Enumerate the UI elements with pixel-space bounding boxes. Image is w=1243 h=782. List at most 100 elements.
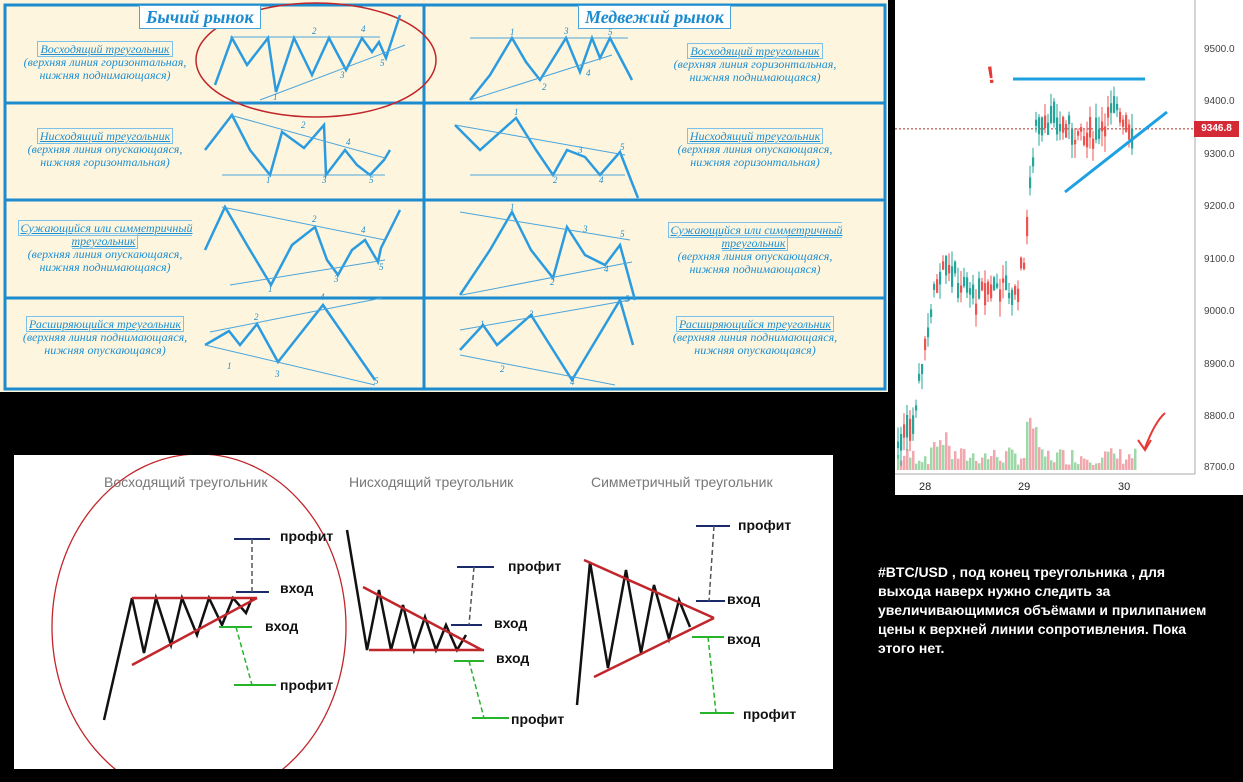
bear-desc-wave-num-3: 3: [577, 145, 583, 155]
candle-body: [1059, 123, 1062, 132]
volume-bar: [1092, 464, 1095, 470]
volume-bar: [948, 445, 951, 470]
candle-body: [906, 414, 909, 438]
volume-bar: [927, 464, 930, 470]
volume-bar: [1098, 463, 1101, 470]
volume-bar: [1023, 457, 1026, 470]
candle-body: [1062, 116, 1065, 133]
candle-body: [957, 282, 960, 298]
candle-body: [939, 271, 942, 285]
desc-entry-up-label: вход: [494, 615, 528, 631]
candle-body: [948, 264, 951, 274]
candle-body: [900, 433, 903, 451]
candle-body: [1095, 117, 1098, 140]
candle-body: [912, 415, 915, 434]
price-label-9000: 9000.0: [1204, 306, 1235, 317]
candle-body: [945, 255, 948, 276]
entry-profit-diagram: Восходящий треугольник Нисходящий треуго…: [14, 455, 833, 769]
bull-pattern-label-1: Восходящий треугольник (верхняя линия гор…: [23, 41, 187, 82]
candle-body: [1038, 117, 1041, 135]
candle-body: [918, 373, 921, 381]
bear-exp-boundary-0: [459, 299, 631, 331]
candle-body: [1032, 157, 1035, 167]
header-descending: Нисходящий треугольник: [349, 474, 514, 490]
grid-border: [3, 3, 887, 391]
sym-support-line: [593, 616, 715, 679]
volume-bar: [921, 462, 924, 470]
candle-body: [951, 266, 954, 287]
candle-body: [1122, 119, 1125, 127]
sym-entry-up-label: вход: [727, 591, 761, 607]
bull-exp-wave: [204, 302, 377, 381]
bull-sym-wave-num-5: 5: [379, 262, 384, 272]
candle-body: [930, 309, 933, 317]
date-label-29: 29: [1018, 481, 1031, 493]
volume-bar: [1014, 453, 1017, 470]
sym-profit-down-label: профит: [743, 706, 797, 722]
candle-body: [933, 284, 936, 290]
bull-sym-boundary-1: [229, 259, 386, 286]
bull-asc-wave: [213, 14, 402, 93]
bear-asc-wave: [469, 34, 634, 101]
candle-body: [1047, 122, 1050, 135]
bull-asc-wave-num-3: 3: [339, 70, 345, 80]
sym-profit-up-label: профит: [738, 517, 792, 533]
volume-bar: [906, 449, 909, 470]
current-price-tag: 9346.8: [1194, 121, 1239, 137]
volume-bar: [960, 448, 963, 470]
analysis-comment: #BTC/USD , под конец треугольника , для …: [878, 564, 1207, 656]
sym-resistance-line: [583, 558, 715, 620]
price-label-9200: 9200.0: [1204, 201, 1235, 212]
candle-body: [972, 284, 975, 299]
price-label-9400: 9400.0: [1204, 96, 1235, 107]
bull-exp-boundary-1: [204, 344, 376, 386]
candle-body: [975, 303, 978, 315]
bear-asc-wave-num-1: 1: [510, 27, 515, 37]
volume-bar: [909, 457, 912, 470]
candle-body: [1002, 278, 1005, 283]
desc-profit-label: профит: [511, 711, 565, 727]
candle-body: [942, 261, 945, 270]
candle-body: [987, 281, 990, 295]
candle-body: [1083, 136, 1086, 146]
bear-desc-wave-num-5: 5: [620, 142, 625, 152]
candle-body: [1011, 289, 1014, 305]
bull-desc-wave-num-5: 5: [369, 175, 374, 185]
asc-support-line: [131, 596, 258, 667]
volume-bar: [1104, 451, 1107, 470]
volume-bar: [1128, 454, 1131, 470]
bear-pattern-label-2: Нисходящий треугольник (верхняя линия опу…: [677, 128, 833, 169]
volume-bar: [930, 447, 933, 470]
bear-sym-wave-num-5: 5: [620, 229, 625, 239]
volume-bar: [1074, 462, 1077, 470]
candle-body: [1041, 117, 1044, 136]
candle-body: [1101, 121, 1104, 132]
volume-bar: [1080, 456, 1083, 470]
bull-exp-wave-num-2: 2: [254, 312, 259, 322]
bull-asc-boundary-1: [259, 44, 406, 101]
bear-sym-boundary-1: [461, 261, 633, 296]
candle-body: [921, 364, 924, 375]
asc-profit-down-label: профит: [280, 677, 334, 693]
candle-body: [996, 283, 999, 288]
candle-body: [1086, 132, 1089, 148]
volume-bar: [1026, 421, 1029, 470]
volume-bar: [1068, 464, 1071, 470]
candle-body: [1077, 131, 1080, 136]
candle-body: [1071, 128, 1074, 145]
bull-sym-wave-num-1: 1: [268, 284, 273, 294]
volume-bar: [969, 457, 972, 470]
bull-exp-boundary-0: [209, 297, 383, 333]
volume-bar: [996, 457, 999, 470]
candle-body: [1104, 126, 1107, 137]
candle-body: [990, 284, 993, 299]
candle-body: [1023, 262, 1026, 270]
bear-exp-wave-num-1: 1: [480, 319, 485, 329]
candle-body: [903, 424, 906, 438]
candle-body: [960, 285, 963, 293]
candle-body: [954, 261, 957, 274]
desc-target-down-dashed: [468, 660, 485, 719]
volume-bar: [1047, 450, 1050, 470]
candle-body: [909, 418, 912, 441]
candle-body: [1119, 111, 1122, 123]
